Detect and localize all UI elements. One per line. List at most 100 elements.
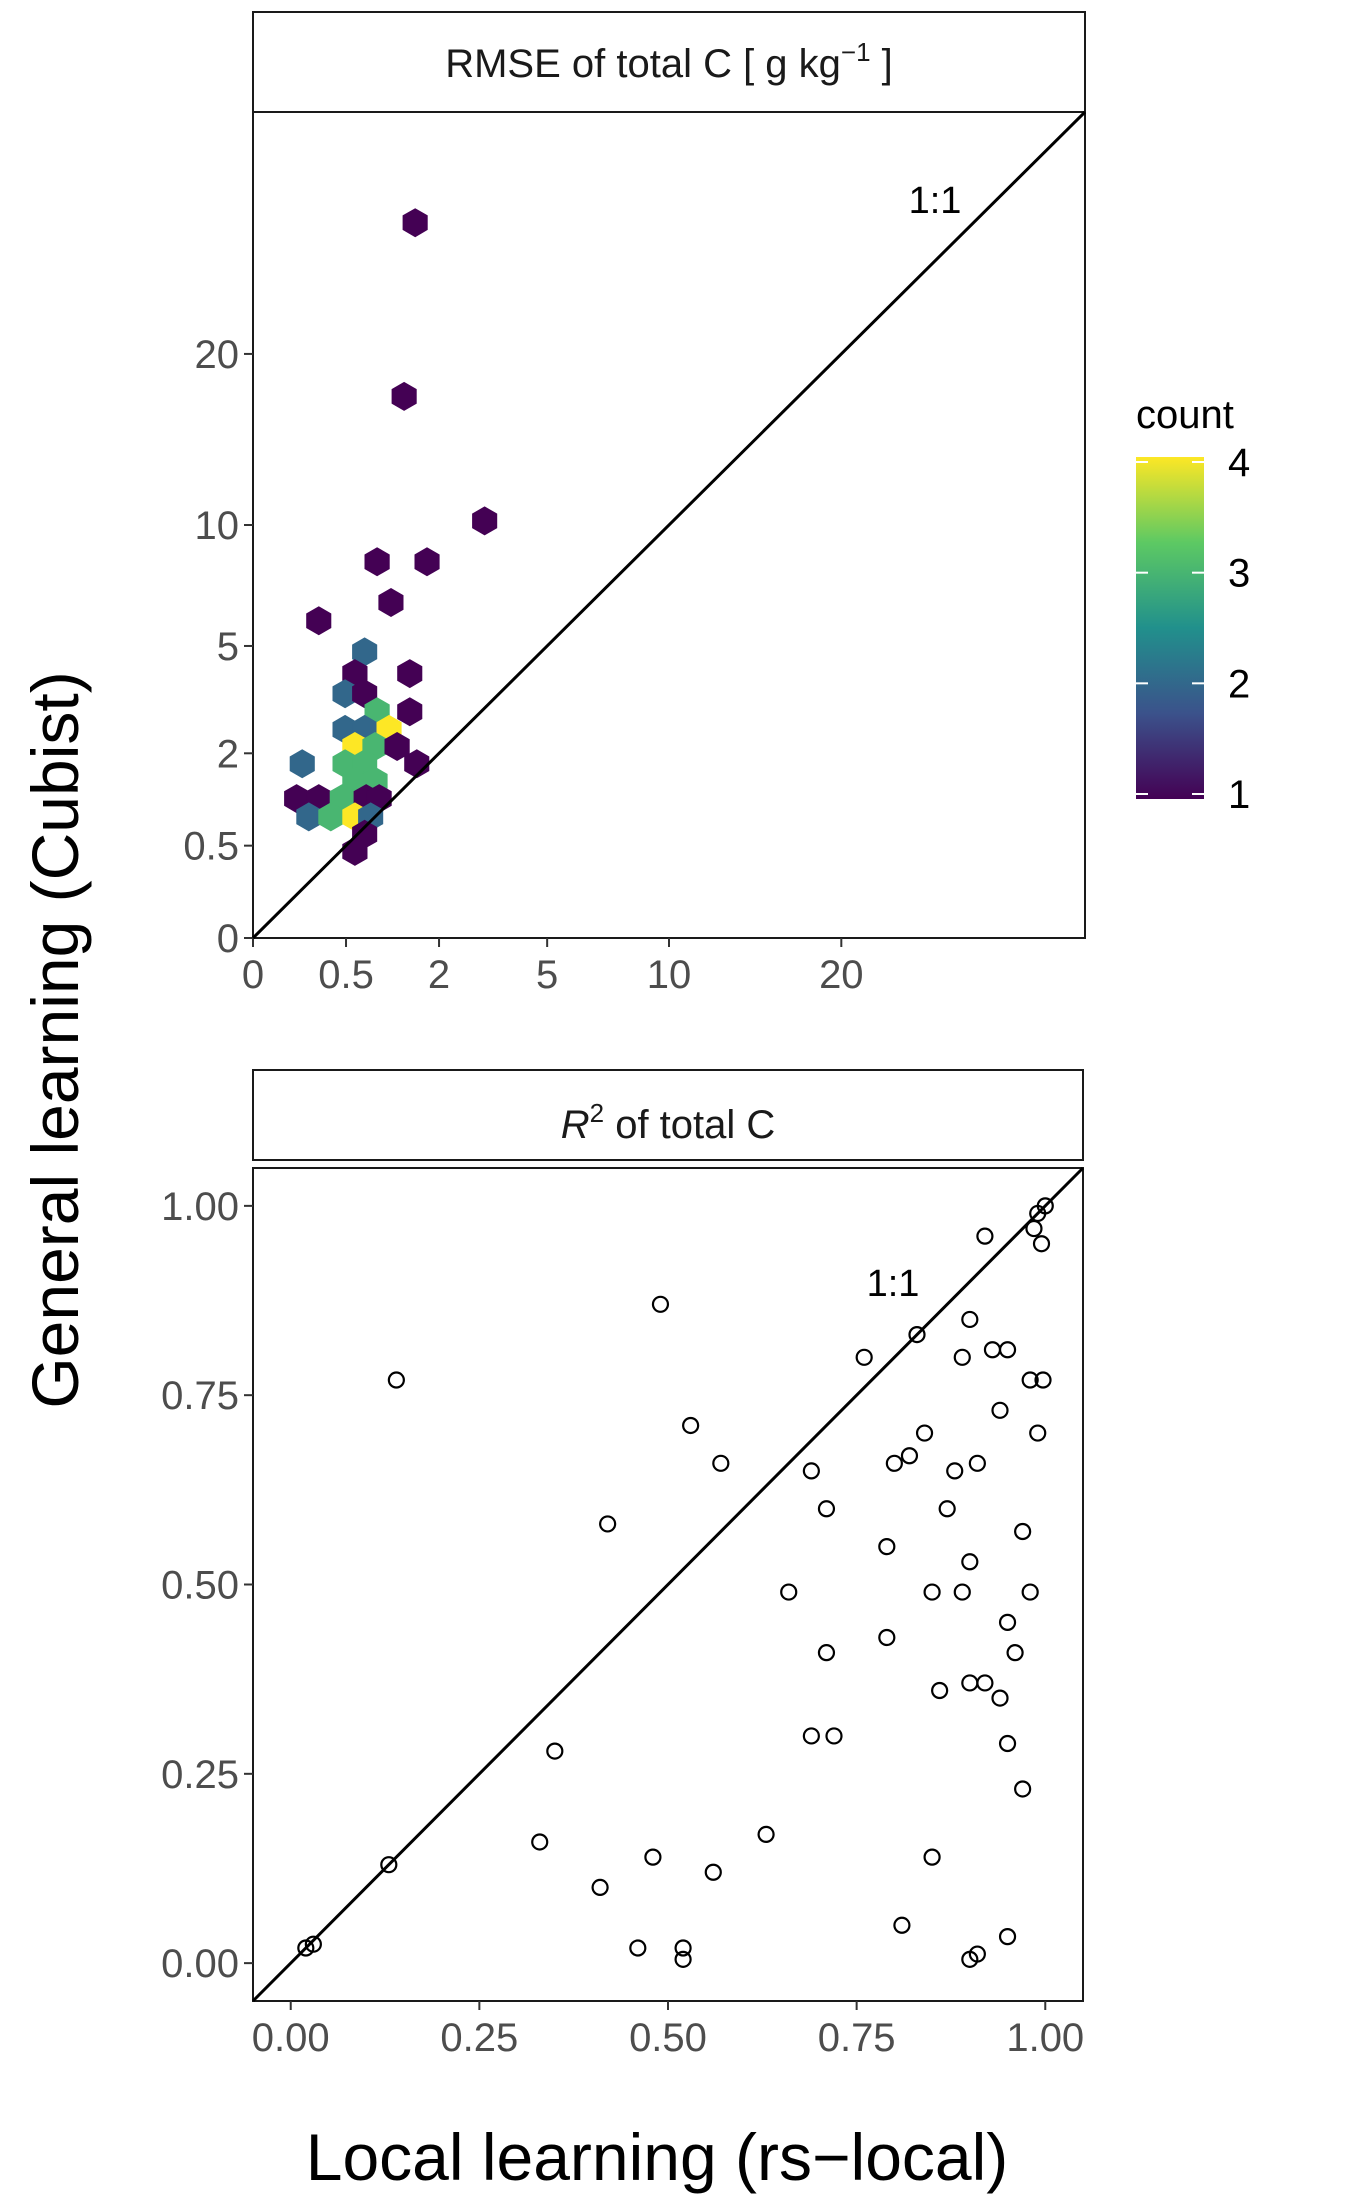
y-tick-label: 2	[217, 732, 239, 776]
data-point	[946, 1462, 964, 1480]
data-point	[1006, 1644, 1024, 1662]
y-tick-label: 0.5	[183, 825, 239, 869]
data-point	[1034, 1371, 1052, 1389]
data-point	[878, 1628, 896, 1647]
legend-tick-label: 1	[1228, 773, 1250, 817]
data-point	[380, 1856, 398, 1874]
data-point	[825, 1727, 843, 1745]
x-tick-label: 20	[819, 953, 864, 997]
data-point	[757, 1825, 775, 1844]
hex-bin	[289, 749, 315, 779]
hex-bin	[397, 697, 423, 727]
hex-bin	[306, 606, 332, 636]
y-tick-label: 5	[217, 625, 239, 669]
hex-bin	[318, 802, 344, 832]
strip-background	[252, 11, 1086, 113]
x-tick-label: 2	[428, 953, 450, 997]
x-tick-label: 0.50	[629, 2016, 707, 2060]
y-axis-title: General learning (Cubist)	[18, 671, 92, 1408]
identity-label: 1:1	[867, 1263, 920, 1305]
identity-line	[251, 1166, 1085, 2003]
data-point	[938, 1500, 956, 1518]
data-point	[991, 1401, 1009, 1419]
x-axis-title: Local learning (rs−local)	[306, 2120, 1009, 2194]
hex-bin	[414, 547, 440, 577]
data-point	[591, 1878, 609, 1897]
x-axis: 0 0.5 2 5 10 20	[242, 938, 864, 997]
y-tick-label: 20	[195, 333, 240, 377]
x-tick-label: 0.25	[440, 2016, 518, 2060]
data-point	[1021, 1371, 1039, 1389]
data-point	[644, 1848, 662, 1866]
scatter-panel: R2 of total C 0.00 0.25 0.50 0.75 1.00 0.00 0…	[161, 1069, 1085, 2060]
hexbin-layer	[284, 208, 498, 866]
data-point	[531, 1833, 549, 1851]
data-point	[780, 1583, 798, 1601]
hex-bin	[378, 588, 404, 617]
scatter-layer	[297, 1197, 1054, 1968]
data-point	[802, 1727, 820, 1745]
data-point	[968, 1454, 986, 1472]
data-point	[674, 1950, 692, 1968]
data-point	[682, 1416, 700, 1435]
legend-title: count	[1136, 393, 1234, 437]
data-point	[923, 1848, 941, 1866]
colorbar	[1136, 457, 1204, 799]
strip-background	[252, 1069, 1084, 1161]
y-tick-label: 10	[195, 504, 240, 548]
hex-bin	[397, 659, 423, 689]
data-point	[893, 1916, 911, 1934]
color-legend: count 1 2 3 4	[1136, 393, 1250, 817]
legend-tick-label: 4	[1228, 441, 1250, 485]
x-tick-label: 0.5	[318, 953, 374, 997]
y-tick-label: 0.25	[161, 1753, 239, 1797]
data-point	[855, 1348, 873, 1366]
data-point	[931, 1681, 949, 1700]
data-point	[599, 1515, 617, 1533]
data-point	[817, 1500, 836, 1518]
hex-bin	[364, 547, 390, 577]
hex-bin	[391, 381, 417, 411]
x-tick-label: 1.00	[1006, 2016, 1084, 2060]
data-point	[304, 1935, 322, 1953]
strip-title: RMSE of total C [ g kg−1 ]	[445, 37, 893, 86]
data-point	[991, 1689, 1009, 1707]
data-point	[998, 1613, 1017, 1631]
strip-title: R2 of total C	[561, 1098, 776, 1147]
data-point	[802, 1462, 820, 1480]
data-point	[923, 1583, 941, 1601]
data-point	[674, 1939, 692, 1957]
data-point	[1032, 1235, 1051, 1253]
legend-tick-label: 2	[1228, 662, 1250, 706]
x-tick-label: 0	[242, 953, 264, 997]
hex-bin	[342, 659, 368, 689]
data-point	[953, 1583, 971, 1601]
hex-bin	[472, 506, 498, 536]
hex-bin	[352, 637, 378, 667]
data-point	[817, 1644, 836, 1662]
legend-ticks: 1 2 3 4	[1136, 441, 1250, 817]
data-point	[546, 1742, 564, 1760]
data-point	[1014, 1780, 1032, 1798]
identity-label: 1:1	[909, 180, 962, 222]
y-tick-label: 0.00	[161, 1942, 239, 1986]
data-point	[961, 1310, 979, 1329]
data-point	[998, 1341, 1017, 1359]
x-tick-label: 0.00	[252, 2016, 330, 2060]
y-tick-label: 0.50	[161, 1564, 239, 1608]
data-point	[1014, 1522, 1032, 1541]
data-point	[704, 1863, 722, 1881]
legend-tick-label: 3	[1228, 552, 1250, 596]
hex-bin	[384, 732, 410, 761]
data-point	[998, 1928, 1017, 1946]
data-point	[1029, 1424, 1047, 1442]
hex-bin	[332, 679, 358, 709]
hex-bin	[402, 208, 428, 238]
x-tick-label: 10	[647, 953, 692, 997]
data-point	[953, 1348, 971, 1366]
y-tick-label: 0.75	[161, 1374, 239, 1418]
data-point	[1036, 1197, 1054, 1215]
data-point	[998, 1734, 1017, 1753]
